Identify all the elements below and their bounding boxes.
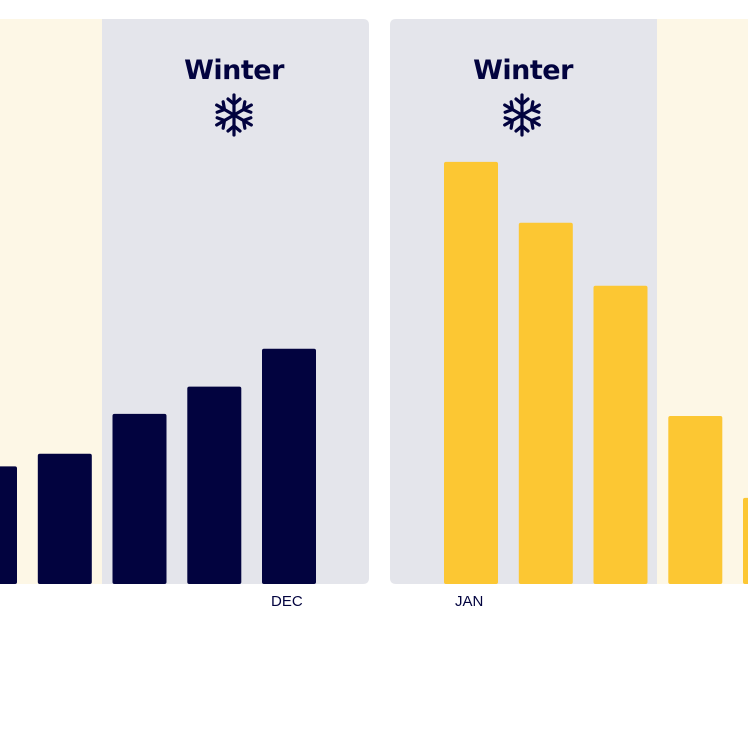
snowflake-icon: [215, 93, 253, 137]
bar-left-2: [37, 453, 92, 584]
season-title-left: Winter: [184, 55, 284, 86]
bars-layer: [0, 161, 748, 585]
snowflake-icon: [503, 93, 541, 137]
bar-right-5: [743, 497, 748, 584]
bar-left-1: [0, 466, 17, 584]
bar-left-4: [187, 386, 242, 584]
bar-right-1: [444, 161, 498, 584]
month-label-dec: DEC: [271, 593, 303, 610]
bar-right-3: [593, 285, 648, 584]
bar-right-2: [518, 222, 573, 585]
bar-left-5: [262, 348, 316, 584]
season-title-right: Winter: [473, 55, 573, 86]
bar-right-4: [668, 416, 723, 584]
bar-left-3: [112, 413, 167, 584]
month-label-jan: JAN: [455, 593, 484, 610]
